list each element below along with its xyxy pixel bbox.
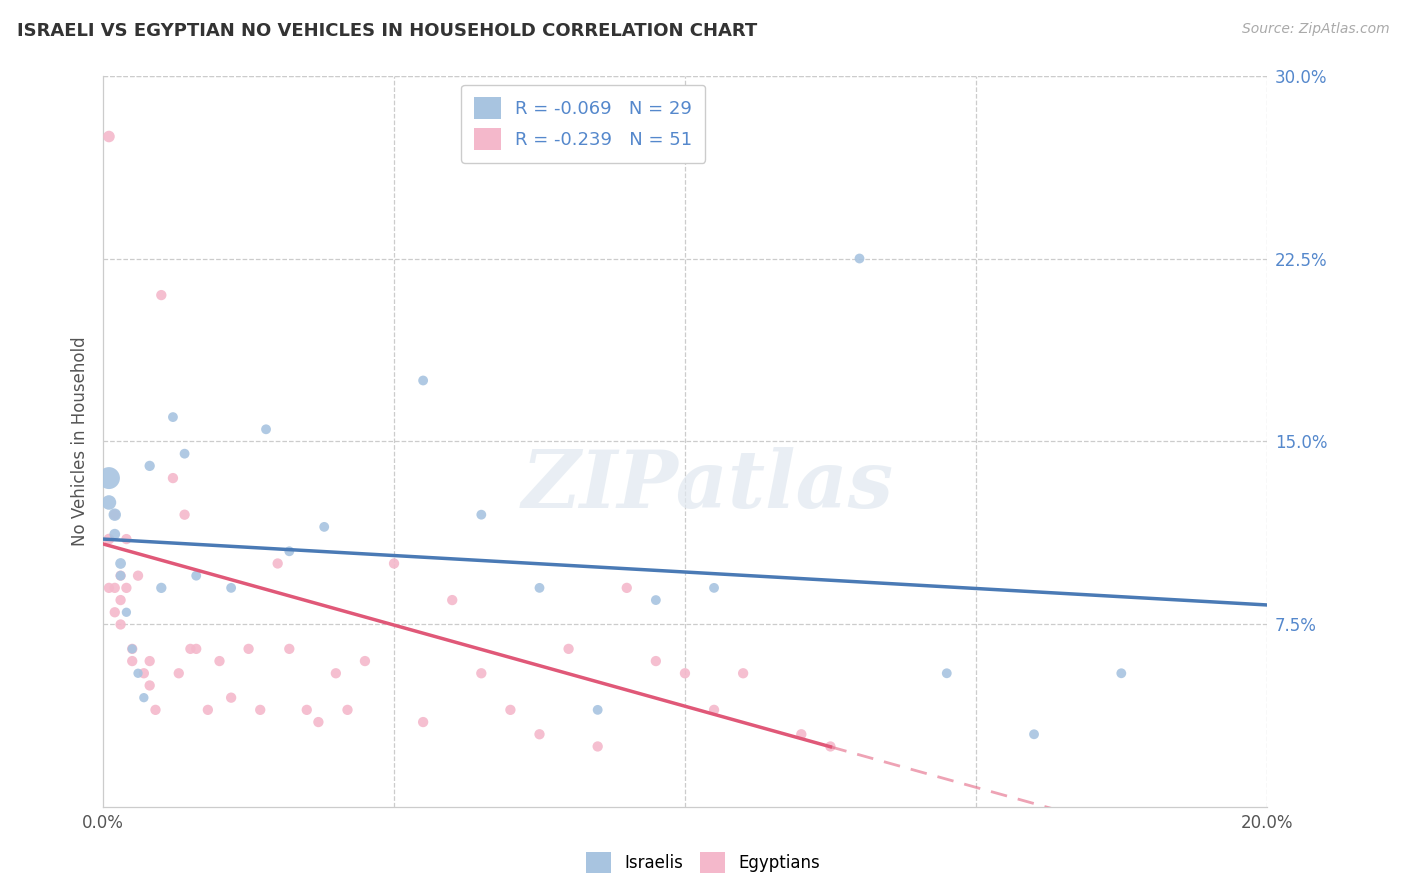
Point: [673, 666, 696, 681]
Point: [249, 703, 271, 717]
Point: [110, 568, 132, 582]
Point: [278, 641, 301, 656]
Legend: R = -0.069   N = 29, R = -0.239   N = 51: R = -0.069 N = 29, R = -0.239 N = 51: [461, 85, 706, 163]
Point: [382, 557, 405, 571]
Point: [104, 605, 127, 619]
Point: [529, 581, 551, 595]
Point: [162, 471, 184, 485]
Point: [616, 581, 638, 595]
Point: [1111, 666, 1133, 681]
Point: [644, 593, 666, 607]
Point: [197, 703, 219, 717]
Point: [115, 581, 138, 595]
Point: [97, 532, 120, 546]
Point: [97, 471, 120, 485]
Point: [104, 581, 127, 595]
Point: [173, 508, 195, 522]
Point: [121, 641, 143, 656]
Point: [150, 288, 173, 302]
Point: [820, 739, 842, 754]
Point: [499, 703, 522, 717]
Point: [138, 678, 160, 692]
Point: [470, 508, 492, 522]
Point: [110, 568, 132, 582]
Point: [138, 458, 160, 473]
Point: [295, 703, 318, 717]
Point: [104, 527, 127, 541]
Point: [586, 739, 609, 754]
Point: [529, 727, 551, 741]
Text: ZIPatlas: ZIPatlas: [522, 447, 894, 524]
Point: [238, 641, 260, 656]
Point: [412, 374, 434, 388]
Y-axis label: No Vehicles in Household: No Vehicles in Household: [72, 336, 89, 546]
Point: [97, 581, 120, 595]
Point: [703, 581, 725, 595]
Point: [254, 422, 277, 436]
Point: [115, 532, 138, 546]
Point: [138, 654, 160, 668]
Point: [132, 690, 155, 705]
Point: [186, 568, 208, 582]
Point: [121, 641, 143, 656]
Point: [644, 654, 666, 668]
Point: [790, 727, 813, 741]
Point: [266, 557, 288, 571]
Point: [132, 666, 155, 681]
Point: [354, 654, 377, 668]
Point: [703, 703, 725, 717]
Point: [441, 593, 464, 607]
Point: [97, 129, 120, 144]
Point: [219, 581, 242, 595]
Point: [208, 654, 231, 668]
Point: [173, 447, 195, 461]
Point: [97, 495, 120, 509]
Point: [110, 593, 132, 607]
Point: [733, 666, 755, 681]
Point: [935, 666, 957, 681]
Point: [179, 641, 201, 656]
Point: [412, 714, 434, 729]
Point: [314, 520, 336, 534]
Point: [145, 703, 167, 717]
Point: [104, 508, 127, 522]
Point: [278, 544, 301, 558]
Point: [110, 617, 132, 632]
Point: [848, 252, 870, 266]
Point: [127, 568, 149, 582]
Text: ISRAELI VS EGYPTIAN NO VEHICLES IN HOUSEHOLD CORRELATION CHART: ISRAELI VS EGYPTIAN NO VEHICLES IN HOUSE…: [17, 22, 756, 40]
Point: [557, 641, 579, 656]
Point: [115, 605, 138, 619]
Point: [325, 666, 347, 681]
Point: [127, 666, 149, 681]
Point: [104, 508, 127, 522]
Text: Source: ZipAtlas.com: Source: ZipAtlas.com: [1241, 22, 1389, 37]
Point: [1022, 727, 1045, 741]
Point: [186, 641, 208, 656]
Point: [307, 714, 329, 729]
Point: [150, 581, 173, 595]
Point: [167, 666, 190, 681]
Point: [336, 703, 359, 717]
Point: [110, 557, 132, 571]
Point: [586, 703, 609, 717]
Point: [162, 410, 184, 425]
Point: [219, 690, 242, 705]
Point: [470, 666, 492, 681]
Point: [121, 654, 143, 668]
Legend: Israelis, Egyptians: Israelis, Egyptians: [579, 846, 827, 880]
